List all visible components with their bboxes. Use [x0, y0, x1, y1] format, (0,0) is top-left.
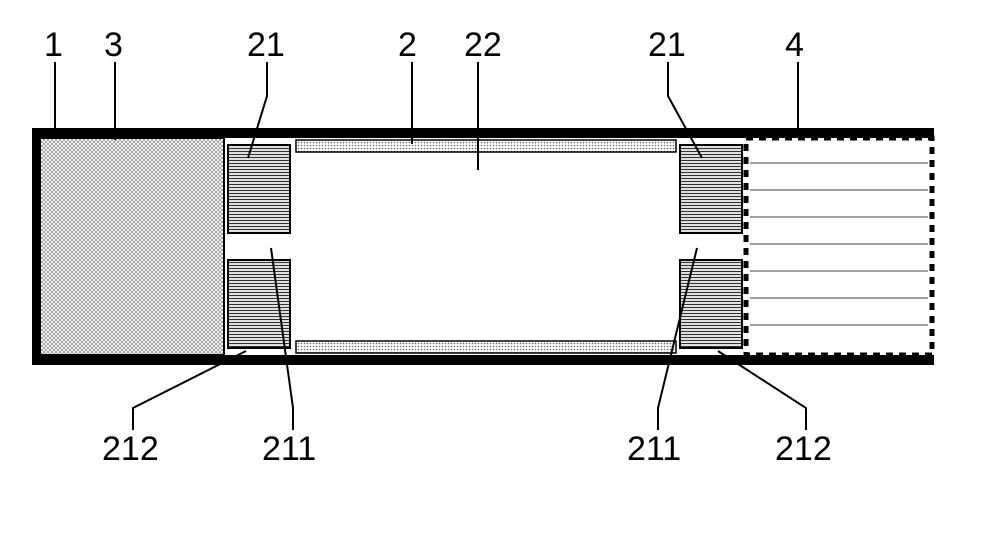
label-4: 4 — [785, 26, 804, 65]
label-212-right: 212 — [775, 430, 832, 469]
label-21-left: 21 — [247, 26, 285, 65]
label-22: 22 — [464, 26, 502, 65]
region-4 — [746, 138, 932, 355]
label-21-right: 21 — [648, 26, 686, 65]
label-1: 1 — [44, 26, 63, 65]
label-212-left: 212 — [102, 430, 159, 469]
label-2: 2 — [398, 26, 417, 65]
region-21-right — [680, 145, 742, 348]
region-2-top — [296, 140, 676, 152]
label-211-left: 211 — [262, 430, 316, 469]
label-3: 3 — [104, 26, 123, 65]
label-211-right: 211 — [627, 430, 681, 469]
diagram-root: 1 3 21 2 22 21 4 211 212 211 212 — [0, 0, 1000, 537]
shell-left-cap — [32, 128, 40, 365]
region-2-bottom — [296, 341, 676, 353]
region-3 — [40, 138, 224, 355]
